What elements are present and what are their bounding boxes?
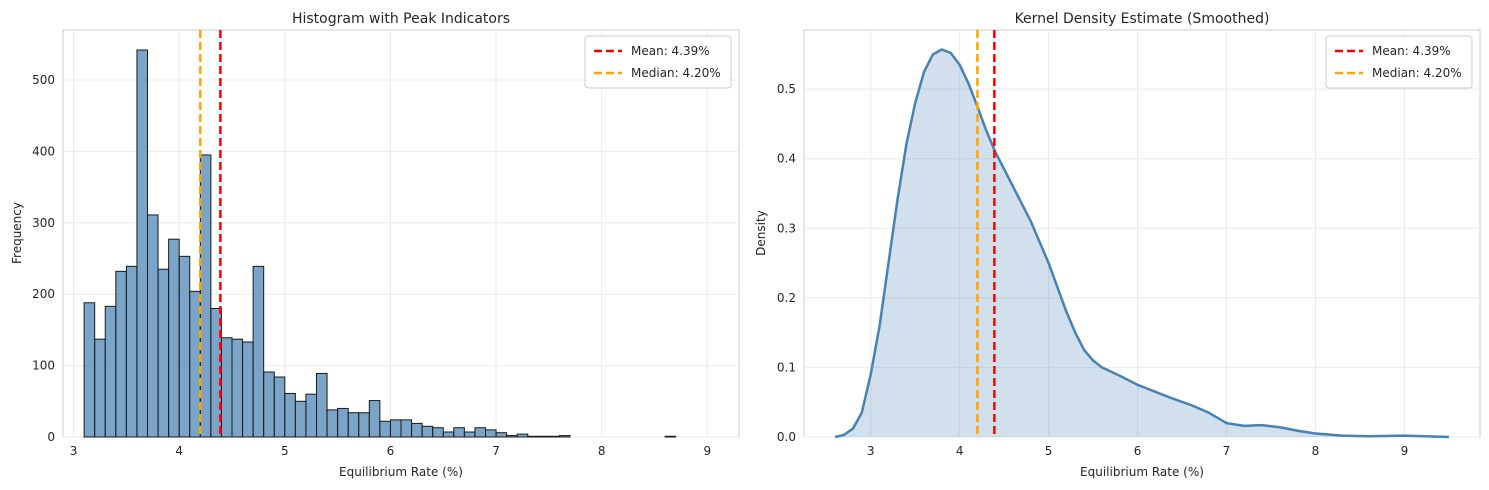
histogram-bar	[326, 409, 339, 438]
histogram-bar	[411, 422, 423, 438]
histogram-panel: 3 4 5 6 7 8 9 0 100 200 300 400 500 Histogram with …	[10, 11, 740, 479]
y-tick-label: 0.1	[777, 360, 796, 374]
histogram-xlabel: Equilibrium Rate (%)	[339, 465, 463, 479]
kde-title: Kernel Density Estimate (Smoothed)	[1015, 11, 1270, 27]
histogram-bar	[485, 429, 497, 438]
y-tick-label: 0.2	[777, 291, 796, 305]
histogram-bar	[136, 49, 148, 438]
histogram-bar	[379, 420, 391, 438]
y-tick-label: 400	[32, 144, 55, 158]
histogram-bar	[220, 337, 233, 438]
legend-box	[1325, 35, 1473, 89]
x-tick-label: 8	[598, 444, 606, 458]
x-tick-label: 7	[492, 444, 500, 458]
x-tick-label: 8	[1312, 444, 1320, 458]
histogram-bar	[199, 154, 212, 438]
histogram-bar	[305, 393, 317, 438]
x-tick-label: 4	[956, 444, 964, 458]
histogram-bar	[125, 265, 138, 438]
histogram-bar	[548, 435, 560, 438]
histogram-bar	[495, 432, 508, 438]
kde-xlabel: Equilibrium Rate (%)	[1080, 465, 1204, 479]
y-tick-label: 500	[32, 73, 55, 87]
kde-ylabel: Density	[754, 210, 768, 256]
histogram-bar	[337, 407, 349, 438]
histogram-bar	[242, 341, 254, 438]
legend-label: Median: 4.20%	[631, 66, 721, 80]
histogram-title: Histogram with Peak Indicators	[292, 11, 510, 27]
histogram-bar	[157, 268, 170, 438]
y-tick-label: 0.0	[777, 430, 796, 444]
histogram-bar	[147, 214, 159, 438]
histogram-bar	[252, 265, 265, 438]
histogram-bar	[400, 419, 413, 438]
histogram-bar	[178, 255, 191, 438]
histogram-ylabel: Frequency	[10, 202, 24, 264]
legend-label: Median: 4.20%	[1372, 66, 1462, 80]
histogram-bar	[516, 433, 529, 438]
histogram-legend: Mean: 4.39% Median: 4.20%	[584, 35, 732, 89]
histogram-bar	[537, 435, 550, 438]
histogram-bar	[506, 435, 518, 438]
histogram-bar	[115, 270, 127, 438]
histogram-bar	[104, 305, 117, 438]
kde-legend: Mean: 4.39% Median: 4.20%	[1325, 35, 1473, 89]
y-tick-label: 200	[32, 287, 55, 301]
histogram-bar	[231, 338, 244, 438]
histogram-bar	[284, 392, 296, 438]
histogram-bar	[94, 338, 106, 438]
legend-box	[584, 35, 732, 89]
histogram-bar	[389, 419, 402, 438]
histogram-bar	[474, 427, 486, 438]
x-tick-label: 4	[175, 444, 183, 458]
kde-line	[834, 48, 1449, 439]
histogram-bar	[558, 435, 571, 438]
histogram-bar	[83, 302, 96, 438]
histogram-bar	[294, 400, 307, 438]
y-tick-label: 0.3	[777, 221, 796, 235]
x-tick-label: 5	[281, 444, 289, 458]
y-tick-label: 0.5	[777, 82, 796, 96]
histogram-bar	[421, 425, 434, 438]
histogram-bar	[263, 371, 275, 438]
legend-label: Mean: 4.39%	[631, 44, 710, 58]
legend-label: Mean: 4.39%	[1372, 44, 1451, 58]
y-tick-label: 0	[47, 430, 55, 444]
histogram-bar	[189, 290, 201, 438]
x-tick-label: 9	[1401, 444, 1409, 458]
kde-panel: 3 4 5 6 7 8 9 0.0 0.1 0.2 0.3 0.4 0.5 Kernel Densit…	[754, 11, 1481, 479]
x-tick-label: 3	[70, 444, 78, 458]
histogram-bar	[273, 376, 286, 438]
histogram-bar	[358, 412, 370, 438]
x-tick-label: 7	[1223, 444, 1231, 458]
histogram-bar	[442, 431, 455, 438]
kde-area-fill	[835, 49, 1449, 437]
histogram-bar	[432, 427, 444, 438]
histogram-bar	[347, 412, 360, 438]
histogram-bar	[527, 435, 539, 438]
y-tick-label: 300	[32, 216, 55, 230]
x-tick-label: 6	[1134, 444, 1142, 458]
x-tick-label: 3	[867, 444, 875, 458]
histogram-bar	[664, 435, 677, 438]
y-tick-label: 100	[32, 359, 55, 373]
histogram-bar	[168, 238, 180, 438]
x-tick-label: 6	[387, 444, 395, 458]
y-tick-label: 0.4	[777, 152, 796, 166]
histogram-bar	[368, 400, 381, 438]
histogram-bar	[463, 431, 476, 438]
x-tick-label: 5	[1045, 444, 1053, 458]
histogram-bar	[316, 372, 328, 438]
histogram-bar	[453, 427, 465, 438]
x-tick-label: 9	[703, 444, 711, 458]
